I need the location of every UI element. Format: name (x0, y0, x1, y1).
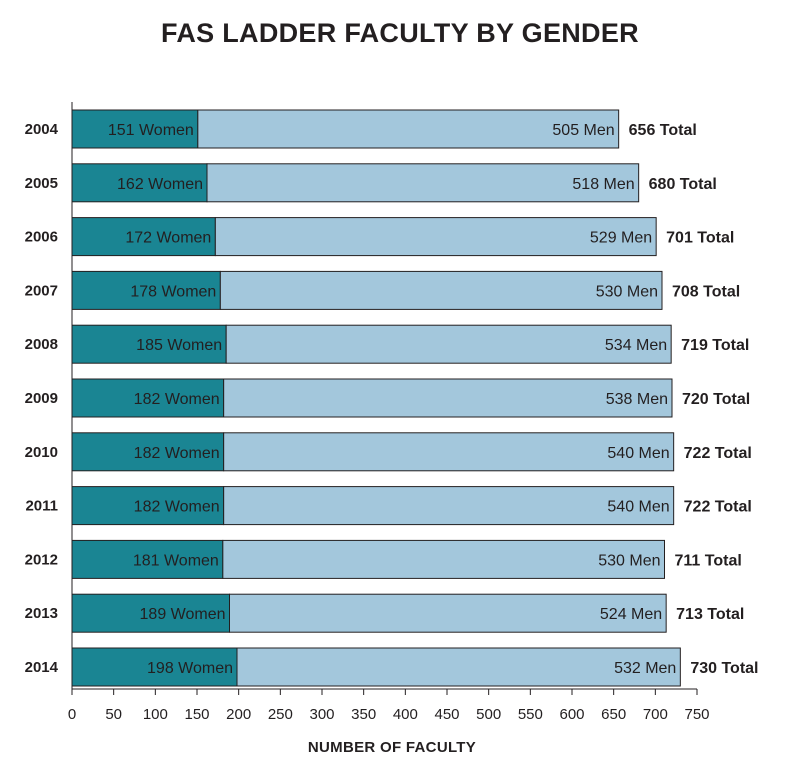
total-data-label: 719 Total (681, 337, 749, 354)
x-tick-label: 0 (68, 706, 76, 723)
x-tick-label: 250 (268, 706, 293, 723)
bar-men (222, 539, 665, 579)
bar-women (71, 163, 208, 203)
men-data-label: 530 Men (596, 283, 658, 300)
x-tick-label: 700 (643, 706, 668, 723)
bar-women (71, 378, 225, 418)
total-data-label: 711 Total (675, 552, 742, 569)
y-tick-label: 2006 (25, 229, 58, 246)
x-axis-title: NUMBER OF FACULTY (308, 739, 476, 756)
men-data-label: 540 Men (607, 499, 669, 516)
women-data-label: 189 Women (140, 606, 226, 623)
total-data-label: 722 Total (684, 499, 752, 516)
women-data-label: 172 Women (125, 230, 211, 247)
bar-men (223, 378, 673, 418)
men-data-label: 540 Men (607, 445, 669, 462)
men-data-label: 534 Men (605, 337, 667, 354)
total-data-label: 720 Total (682, 391, 750, 408)
men-data-label: 518 Men (572, 176, 634, 193)
x-tick-label: 550 (518, 706, 543, 723)
x-tick-label: 200 (226, 706, 251, 723)
y-tick-label: 2009 (25, 390, 58, 407)
bar-men (206, 163, 640, 203)
bar-men (214, 217, 657, 257)
bar-women (71, 109, 199, 149)
x-tick-label: 350 (351, 706, 376, 723)
y-tick-label: 2011 (25, 498, 58, 515)
women-data-label: 182 Women (134, 391, 220, 408)
y-tick-label: 2007 (25, 282, 58, 299)
women-data-label: 198 Women (147, 660, 233, 677)
bar-men (229, 593, 667, 633)
total-data-label: 722 Total (684, 445, 752, 462)
x-tick-label: 600 (559, 706, 584, 723)
bar-women (71, 539, 224, 579)
x-tick-label: 450 (434, 706, 459, 723)
bar-men (223, 486, 675, 526)
men-data-label: 532 Men (614, 660, 676, 677)
bar-men (197, 109, 620, 149)
women-data-label: 182 Women (134, 499, 220, 516)
axes-group: 0 50 100 150 200 250 300 350 400 450 500 550 600 650 7… (68, 102, 710, 723)
bar-women (71, 432, 225, 472)
women-data-label: 178 Women (130, 283, 216, 300)
x-tick-label: 300 (309, 706, 334, 723)
bar-men (219, 270, 663, 310)
total-data-label: 713 Total (676, 606, 744, 623)
chart-title: FAS LADDER FACULTY BY GENDER (161, 18, 639, 48)
bar-men (225, 324, 672, 364)
bar-women (71, 486, 225, 526)
bar-women (71, 217, 216, 257)
y-tick-label: 2008 (25, 336, 58, 353)
men-data-label: 538 Men (606, 391, 668, 408)
x-tick-label: 100 (143, 706, 168, 723)
men-data-label: 524 Men (600, 606, 662, 623)
x-tick-label: 400 (393, 706, 418, 723)
women-data-label: 182 Women (134, 445, 220, 462)
total-data-label: 701 Total (666, 230, 734, 247)
bar-men (236, 647, 681, 687)
total-data-label: 656 Total (629, 122, 697, 139)
x-tick-label: 650 (601, 706, 626, 723)
y-tick-label: 2010 (25, 444, 58, 461)
x-tick-label: 500 (476, 706, 501, 723)
y-tick-label: 2013 (25, 605, 58, 622)
men-data-label: 529 Men (590, 230, 652, 247)
x-tick-label: 50 (105, 706, 122, 723)
total-data-label: 708 Total (672, 283, 740, 300)
y-tick-label: 2004 (25, 121, 59, 138)
men-data-label: 530 Men (598, 552, 660, 569)
y-tick-label: 2014 (25, 659, 59, 676)
x-tick-label: 150 (184, 706, 209, 723)
women-data-label: 185 Women (136, 337, 222, 354)
y-tick-label: 2012 (25, 551, 58, 568)
bar-women (71, 593, 230, 633)
total-data-label: 730 Total (690, 660, 758, 677)
men-data-label: 505 Men (552, 122, 614, 139)
x-tick-label: 750 (684, 706, 709, 723)
total-data-label: 680 Total (649, 176, 717, 193)
women-data-label: 181 Women (133, 552, 219, 569)
women-data-label: 162 Women (117, 176, 203, 193)
bars-group: 2004 151 Women 505 Men 656 Total 2005 162 Wom… (25, 109, 759, 687)
women-data-label: 151 Women (108, 122, 194, 139)
bar-men (223, 432, 675, 472)
y-tick-label: 2005 (25, 175, 58, 192)
